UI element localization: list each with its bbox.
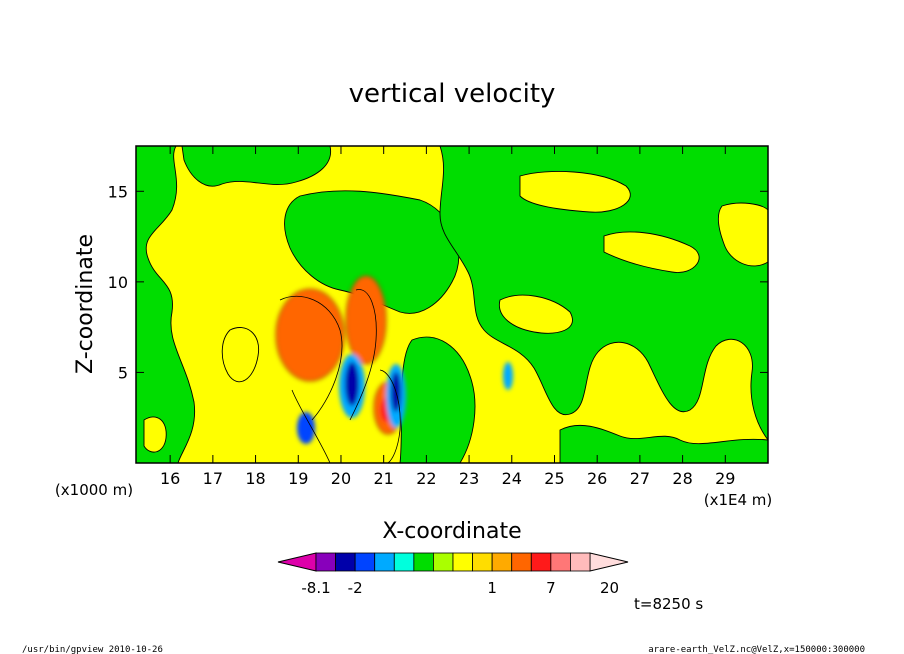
updraft-core-1	[275, 288, 345, 382]
updraft-core-2	[345, 275, 387, 365]
time-label: t=8250 s	[634, 595, 703, 613]
footer-left: /usr/bin/gpview 2010-10-26	[22, 645, 163, 654]
downdraft-small-4	[503, 362, 513, 390]
colorbar-swatch	[491, 552, 513, 572]
region-yellow-island-4	[498, 294, 573, 334]
y-tick-label: 5	[118, 363, 128, 382]
x-unit-label: (x1E4 m)	[704, 491, 773, 509]
x-tick-label: 27	[630, 469, 650, 488]
x-tick-label: 22	[416, 469, 436, 488]
x-tick-label: 24	[502, 469, 522, 488]
downdraft-core-1	[345, 362, 359, 406]
x-axis: 16 17 18 19 20 21 22 23 24 25 26 27 28 29	[160, 146, 735, 488]
colorbar-swatch	[335, 552, 356, 572]
y-tick-label: 15	[108, 182, 128, 201]
colorbar-arrow-low	[277, 552, 317, 572]
x-tick-label: 21	[373, 469, 393, 488]
x-tick-label: 18	[245, 469, 265, 488]
region-yellow-island-5	[221, 327, 260, 383]
region-green-right	[439, 146, 768, 441]
colorbar-swatch	[550, 552, 571, 572]
region-yellow-island-6	[143, 416, 167, 453]
colorbar: -8.1 -2 1 7 20	[277, 552, 629, 597]
region-green-top	[181, 146, 332, 187]
colorbar-swatch	[511, 552, 532, 572]
chart-title: vertical velocity	[349, 79, 556, 109]
colorbar-swatch	[433, 552, 454, 572]
y-axis: 5 10 15	[108, 182, 768, 382]
colorbar-swatch	[570, 552, 591, 572]
y-axis-label: Z-coordinate	[73, 234, 98, 374]
contour-line-1	[279, 296, 343, 421]
footer-right: arare-earth_VelZ.nc@VelZ,x=150000:300000	[648, 645, 865, 654]
x-axis-label: X-coordinate	[382, 519, 521, 544]
region-yellow-island-3	[717, 202, 768, 267]
region-yellow-island-2	[603, 231, 700, 273]
colorbar-swatch	[452, 552, 473, 572]
colorbar-swatch	[530, 552, 552, 572]
x-tick-label: 19	[288, 469, 308, 488]
region-yellow-island-1	[519, 170, 631, 213]
x-tick-label: 26	[587, 469, 607, 488]
colorbar-label: 20	[600, 579, 619, 597]
colorbar-swatch	[315, 552, 336, 572]
x-tick-label: 17	[203, 469, 223, 488]
x-tick-label: 29	[715, 469, 735, 488]
colorbar-swatch	[413, 552, 434, 572]
plot-frame	[135, 145, 769, 464]
region-green-left	[136, 146, 196, 463]
x-tick-label: 20	[331, 469, 351, 488]
colorbar-swatch	[472, 552, 493, 572]
x-tick-label: 16	[160, 469, 180, 488]
contour-line-2	[349, 289, 377, 421]
colorbar-label: 1	[487, 579, 497, 597]
colorbar-label: 7	[546, 579, 556, 597]
y-unit-label: (x1000 m)	[55, 481, 133, 499]
x-tick-label: 23	[459, 469, 479, 488]
x-tick-label: 28	[672, 469, 692, 488]
colorbar-swatch	[354, 552, 376, 572]
contour-line-4	[291, 389, 331, 463]
region-green-bottom-right	[559, 424, 768, 463]
x-tick-label: 25	[544, 469, 564, 488]
colorbar-swatch	[393, 552, 415, 572]
colorbar-arrow-high	[589, 552, 629, 572]
downdraft-core-3	[297, 412, 315, 444]
colorbar-swatch	[374, 552, 395, 572]
colorbar-label: -8.1	[301, 579, 330, 597]
region-green-center	[284, 190, 460, 314]
contour-line-3	[379, 369, 401, 463]
y-tick-label: 10	[108, 273, 128, 292]
colorbar-label: -2	[348, 579, 363, 597]
